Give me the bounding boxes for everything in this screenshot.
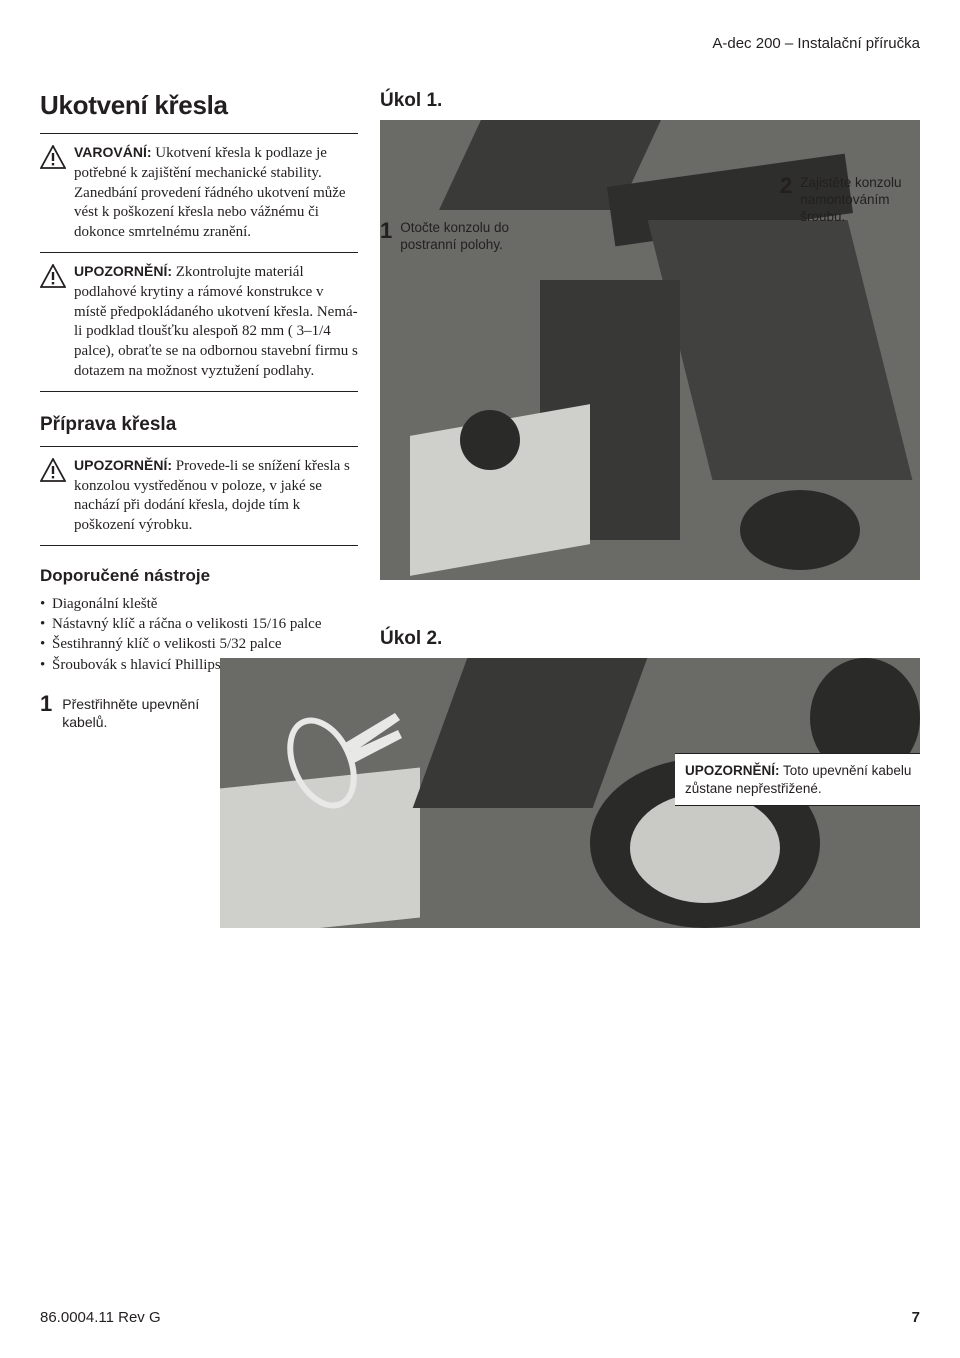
right-column: Úkol 1. 1 Otočte konzolu do postranní po…: [380, 90, 920, 928]
callout-text: Otočte konzolu do postranní polohy.: [400, 220, 510, 254]
warning-label: VAROVÁNÍ:: [74, 144, 152, 160]
notice-body: Zkontrolujte materiál podlahové krytiny …: [74, 264, 358, 379]
list-item: Nástavný klíč a ráčna o velikosti 15/16 …: [52, 614, 358, 634]
warning-text: VAROVÁNÍ: Ukotvení křesla k podlaze je p…: [74, 143, 358, 243]
callout-text: Zajistěte konzolu namontováním šroubu.: [800, 175, 920, 226]
task2-step: 1 Přestřihněte upevnění kabelů.: [40, 693, 240, 731]
task2-notice-box: UPOZORNĚNÍ: Toto upevnění kabelu zůstane…: [675, 753, 920, 806]
step-text: Přestřihněte upevnění kabelů.: [62, 693, 240, 731]
pliers-icon: [280, 708, 410, 833]
task1-figure: 1 Otočte konzolu do postranní polohy. 2 …: [380, 120, 920, 580]
warning-icon: [40, 262, 74, 382]
task2-row: 1 Přestřihněte upevnění kabelů.: [40, 658, 920, 928]
callout-num: 2: [780, 175, 792, 197]
task2-title: Úkol 2.: [380, 628, 920, 650]
page-content: Ukotvení křesla VAROVÁNÍ: Ukotvení křesl…: [40, 0, 920, 928]
notice-label: UPOZORNĚNÍ:: [685, 763, 780, 778]
task2-figure: UPOZORNĚNÍ: Toto upevnění kabelu zůstane…: [220, 658, 920, 928]
task2-wrap: Úkol 2. 1 Přestřihněte upevnění kabelů.: [380, 628, 920, 928]
tools-title: Doporučené nástroje: [40, 566, 358, 586]
footer-pagenum: 7: [912, 1309, 920, 1326]
doc-header: A-dec 200 – Instalační příručka: [712, 35, 920, 52]
fig-shape: [630, 793, 780, 903]
notice-label: UPOZORNĚNÍ:: [74, 457, 172, 473]
notice-box-1: UPOZORNĚNÍ: Zkontrolujte materiál podlah…: [40, 253, 358, 392]
footer-left: 86.0004.11 Rev G: [40, 1309, 161, 1326]
warning-icon: [40, 143, 74, 243]
notice-box-2: UPOZORNĚNÍ: Provede-li se snížení křesla…: [40, 446, 358, 546]
notice-text: UPOZORNĚNÍ: Provede-li se snížení křesla…: [74, 456, 358, 536]
callout-num: 1: [380, 220, 392, 242]
notice-text: UPOZORNĚNÍ: Zkontrolujte materiál podlah…: [74, 262, 358, 382]
fig-shape: [460, 410, 520, 470]
warning-box-1: VAROVÁNÍ: Ukotvení křesla k podlaze je p…: [40, 133, 358, 253]
callout-1: 1 Otočte konzolu do postranní polohy.: [380, 220, 510, 254]
section-title: Ukotvení křesla: [40, 90, 358, 121]
task1-title: Úkol 1.: [380, 90, 920, 112]
fig-shape: [740, 490, 860, 570]
prep-title: Příprava křesla: [40, 414, 358, 436]
page-footer: 86.0004.11 Rev G 7: [40, 1309, 920, 1326]
step-num: 1: [40, 693, 52, 715]
warning-icon: [40, 456, 74, 536]
list-item: Diagonální kleště: [52, 594, 358, 614]
list-item: Šestihranný klíč o velikosti 5/32 palce: [52, 634, 358, 654]
notice-label: UPOZORNĚNÍ:: [74, 263, 172, 279]
callout-2: 2 Zajistěte konzolu namontováním šroubu.: [780, 175, 920, 226]
